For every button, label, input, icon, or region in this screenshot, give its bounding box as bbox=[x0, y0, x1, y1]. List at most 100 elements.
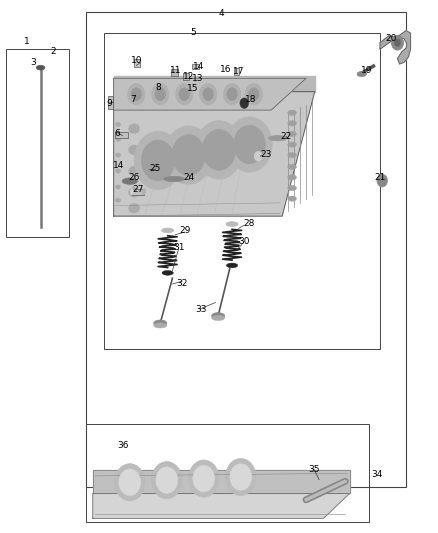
Ellipse shape bbox=[288, 120, 297, 126]
Ellipse shape bbox=[164, 176, 185, 182]
Text: 26: 26 bbox=[128, 173, 140, 182]
Circle shape bbox=[249, 88, 259, 101]
Bar bbox=[171, 69, 178, 76]
Ellipse shape bbox=[288, 110, 297, 115]
Ellipse shape bbox=[288, 131, 297, 136]
Text: 12: 12 bbox=[183, 72, 194, 81]
Polygon shape bbox=[380, 30, 410, 64]
Text: 8: 8 bbox=[155, 83, 161, 92]
Circle shape bbox=[394, 39, 400, 46]
Circle shape bbox=[131, 88, 141, 101]
Ellipse shape bbox=[226, 222, 238, 227]
Circle shape bbox=[188, 460, 219, 497]
Ellipse shape bbox=[116, 137, 120, 141]
Ellipse shape bbox=[129, 145, 140, 155]
Ellipse shape bbox=[212, 313, 225, 319]
Polygon shape bbox=[114, 78, 306, 110]
Text: 22: 22 bbox=[281, 132, 292, 141]
Circle shape bbox=[141, 140, 175, 181]
Circle shape bbox=[115, 464, 145, 501]
Text: 1: 1 bbox=[24, 37, 29, 46]
Circle shape bbox=[119, 469, 141, 496]
Bar bbox=[6, 49, 69, 237]
Text: 36: 36 bbox=[117, 441, 129, 450]
Text: 23: 23 bbox=[260, 150, 272, 159]
Text: 6: 6 bbox=[115, 130, 120, 139]
Circle shape bbox=[134, 131, 182, 190]
Text: 15: 15 bbox=[187, 84, 199, 93]
Circle shape bbox=[227, 88, 237, 101]
Circle shape bbox=[226, 458, 256, 496]
Text: 7: 7 bbox=[131, 95, 136, 104]
Circle shape bbox=[152, 84, 169, 105]
Circle shape bbox=[203, 88, 213, 101]
Text: 24: 24 bbox=[183, 173, 194, 182]
Ellipse shape bbox=[129, 124, 140, 133]
Text: 5: 5 bbox=[190, 28, 196, 37]
Ellipse shape bbox=[122, 178, 138, 184]
Text: 2: 2 bbox=[50, 47, 56, 56]
Circle shape bbox=[233, 125, 265, 164]
Ellipse shape bbox=[130, 189, 134, 195]
Circle shape bbox=[223, 84, 241, 105]
Ellipse shape bbox=[129, 166, 140, 176]
Circle shape bbox=[199, 84, 217, 105]
Text: 31: 31 bbox=[173, 244, 185, 253]
Polygon shape bbox=[93, 494, 350, 519]
Bar bbox=[234, 68, 240, 75]
Circle shape bbox=[240, 98, 249, 109]
Bar bbox=[86, 12, 406, 487]
Ellipse shape bbox=[288, 185, 297, 191]
Text: 4: 4 bbox=[219, 9, 224, 18]
Text: 35: 35 bbox=[308, 465, 320, 473]
Circle shape bbox=[155, 88, 166, 101]
Circle shape bbox=[202, 130, 236, 170]
Circle shape bbox=[193, 465, 215, 492]
Circle shape bbox=[152, 462, 182, 499]
Circle shape bbox=[245, 84, 262, 105]
Text: 14: 14 bbox=[113, 161, 124, 170]
Ellipse shape bbox=[154, 322, 167, 328]
Text: 16: 16 bbox=[220, 64, 231, 74]
Text: 30: 30 bbox=[239, 237, 250, 246]
Ellipse shape bbox=[116, 198, 120, 203]
Ellipse shape bbox=[36, 65, 45, 70]
Ellipse shape bbox=[129, 188, 140, 197]
Text: 3: 3 bbox=[30, 58, 35, 67]
Polygon shape bbox=[114, 76, 315, 92]
Ellipse shape bbox=[116, 169, 120, 173]
Ellipse shape bbox=[116, 122, 120, 126]
Circle shape bbox=[391, 35, 403, 50]
Text: 21: 21 bbox=[374, 173, 386, 182]
Ellipse shape bbox=[162, 228, 174, 233]
Polygon shape bbox=[114, 92, 315, 216]
Ellipse shape bbox=[288, 164, 297, 169]
Ellipse shape bbox=[154, 320, 167, 326]
Bar bbox=[108, 96, 113, 109]
Text: 10: 10 bbox=[131, 56, 142, 65]
Ellipse shape bbox=[212, 316, 225, 320]
Text: 11: 11 bbox=[170, 66, 181, 75]
Ellipse shape bbox=[288, 142, 297, 147]
Circle shape bbox=[377, 174, 388, 187]
Bar bbox=[116, 132, 128, 138]
Ellipse shape bbox=[268, 135, 287, 141]
Text: 27: 27 bbox=[133, 185, 144, 194]
Text: 17: 17 bbox=[233, 67, 244, 76]
Text: 32: 32 bbox=[177, 279, 188, 288]
Text: 18: 18 bbox=[244, 95, 256, 104]
Circle shape bbox=[230, 464, 252, 490]
Circle shape bbox=[156, 467, 178, 494]
Text: 25: 25 bbox=[149, 164, 161, 173]
Circle shape bbox=[176, 84, 193, 105]
Ellipse shape bbox=[116, 153, 120, 157]
Text: 20: 20 bbox=[385, 34, 396, 43]
Polygon shape bbox=[93, 470, 350, 494]
Bar bbox=[192, 64, 198, 69]
Circle shape bbox=[227, 117, 272, 172]
Circle shape bbox=[254, 151, 262, 161]
Bar bbox=[134, 59, 140, 67]
Text: 34: 34 bbox=[371, 470, 382, 479]
Circle shape bbox=[195, 120, 243, 179]
Ellipse shape bbox=[288, 175, 297, 180]
